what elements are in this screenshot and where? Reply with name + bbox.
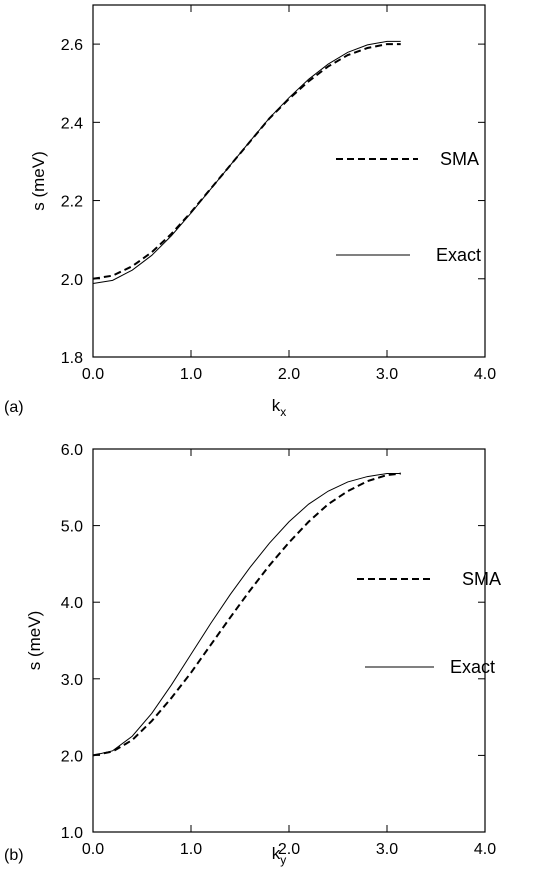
x-axis-label: kx	[272, 396, 287, 419]
panel-label: (b)	[4, 847, 24, 864]
y-tick-label: 2.0	[61, 748, 83, 765]
series-lines	[92, 472, 401, 757]
legend: SMA Exact	[357, 569, 501, 677]
legend-label-exact: Exact	[450, 657, 495, 677]
x-axis-label: ky	[272, 844, 287, 867]
x-axis-label-subscript: y	[280, 853, 286, 867]
series-line-sma	[92, 472, 401, 757]
panel-a: 0.0 1.0 2.0 3.0 4.01.82.02.22.42.6 SMAExact …	[4, 4, 496, 419]
axis-ticks: 0.0 1.0 2.0 3.0 4.01.02.03.04.05.06.0	[61, 442, 496, 858]
plot-frame	[92, 4, 486, 358]
x-tick-label: 1.0	[180, 366, 202, 383]
series-line-exact	[92, 40, 401, 284]
panel-b: 0.0 1.0 2.0 3.0 4.01.02.03.04.05.06.0 SMAExa…	[4, 442, 501, 867]
legend-label-sma: SMA	[462, 569, 501, 589]
legend-label-exact: Exact	[436, 245, 481, 265]
y-tick-label: 5.0	[61, 519, 83, 536]
y-tick-label: 2.0	[61, 272, 83, 289]
y-tick-label: 1.8	[61, 350, 83, 367]
y-tick-label: 6.0	[61, 442, 83, 459]
x-tick-label: 3.0	[376, 366, 398, 383]
plot-frame	[92, 448, 486, 833]
series-line-exact	[92, 473, 401, 756]
axis-ticks: 0.0 1.0 2.0 3.0 4.0 1.8 2.0 2.2 2.4 2.6	[61, 5, 496, 383]
panel-label: (a)	[4, 399, 24, 416]
y-tick-label: 2.4	[61, 115, 83, 132]
y-tick-label: 2.6	[61, 37, 83, 54]
x-tick-label: 4.0	[474, 841, 496, 858]
x-tick-label: 0.0	[82, 366, 104, 383]
x-tick-label: 2.0	[278, 841, 300, 858]
x-tick-label: 3.0	[376, 841, 398, 858]
y-tick-label: 4.0	[61, 595, 83, 612]
legend: SMA Exact	[336, 149, 481, 265]
legend-label-sma: SMA	[440, 149, 479, 169]
x-tick-label: 1.0	[180, 841, 202, 858]
series-line-sma	[92, 43, 401, 280]
x-tick-label: 4.0	[474, 366, 496, 383]
y-tick-label: 1.0	[61, 825, 83, 842]
x-axis-label-subscript: x	[280, 405, 286, 419]
y-axis-label: s (meV)	[29, 151, 48, 211]
x-axis-label-main: k	[272, 844, 281, 863]
x-axis-label-main: k	[272, 396, 281, 415]
y-axis-label: s (meV)	[25, 611, 44, 671]
series-lines	[92, 40, 401, 284]
y-tick-label: 2.2	[61, 194, 83, 211]
x-tick-label: 0.0	[82, 841, 104, 858]
y-tick-label: 3.0	[61, 672, 83, 689]
x-tick-label: 2.0	[278, 366, 300, 383]
